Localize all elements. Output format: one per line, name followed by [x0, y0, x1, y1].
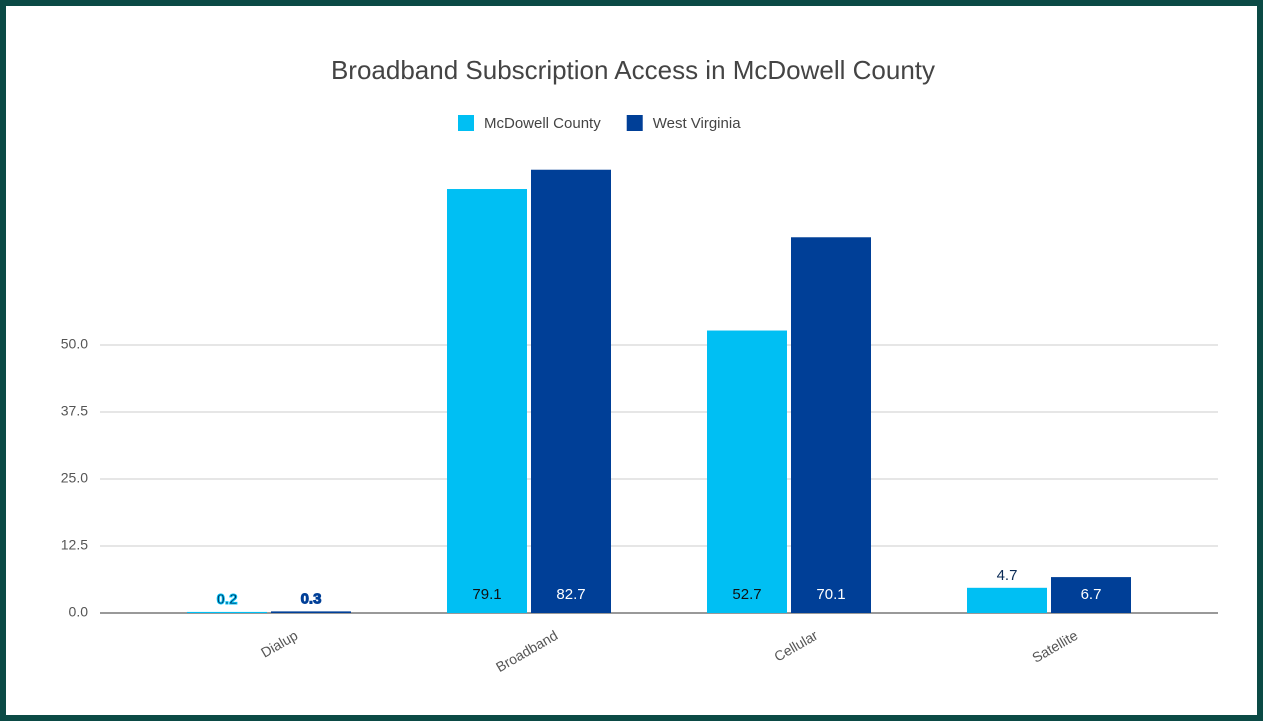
data-label: 70.1: [816, 586, 845, 603]
data-label: 82.7: [556, 586, 585, 603]
bar: [531, 169, 611, 613]
bar: [187, 611, 267, 613]
data-label: 0.3: [301, 590, 322, 607]
y-tick-label: 12.5: [61, 537, 88, 553]
legend-label: West Virginia: [653, 115, 741, 132]
legend-label: McDowell County: [484, 115, 601, 132]
chart-title: Broadband Subscription Access in McDowel…: [331, 55, 935, 85]
data-label: 52.7: [732, 586, 761, 603]
y-tick-label: 37.5: [61, 403, 88, 419]
data-label: 6.7: [1081, 586, 1102, 603]
bar: [271, 611, 351, 613]
y-tick-label: 50.0: [61, 336, 88, 352]
y-tick-label: 25.0: [61, 470, 88, 486]
y-tick-label: 0.0: [69, 604, 89, 620]
bar: [447, 189, 527, 614]
bar: [791, 237, 871, 613]
bar: [707, 330, 787, 613]
bar: [1051, 577, 1131, 613]
data-label: 4.7: [997, 567, 1018, 584]
bar: [967, 587, 1047, 613]
data-label: 79.1: [472, 586, 501, 603]
legend-swatch: [458, 115, 474, 131]
legend-swatch: [626, 115, 643, 131]
data-label: 0.2: [217, 591, 238, 608]
